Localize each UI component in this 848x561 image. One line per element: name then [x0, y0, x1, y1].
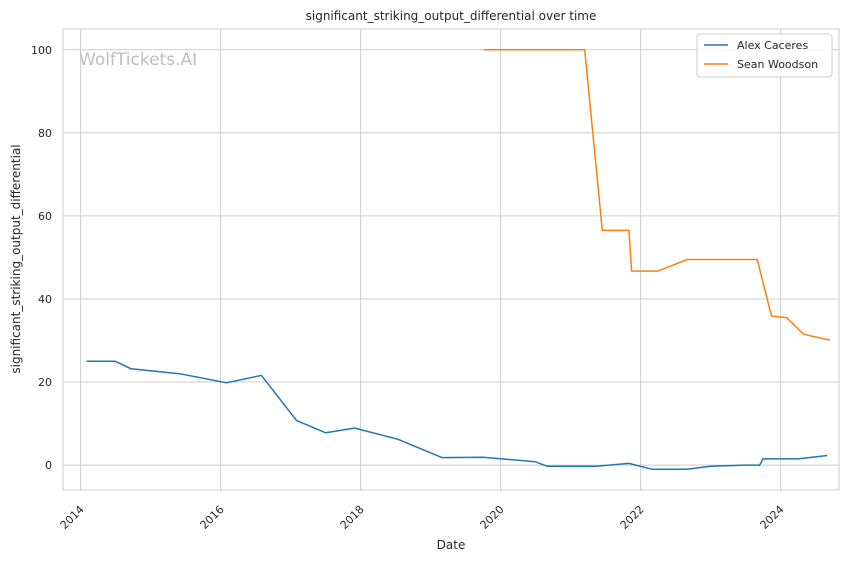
series-layer	[86, 49, 831, 470]
y-tick-label: 0	[45, 459, 52, 472]
x-tick-label: 2020	[478, 503, 507, 532]
x-tick-label: 2018	[338, 503, 367, 532]
x-tick-label: 2014	[58, 503, 87, 532]
x-axis-title: Date	[437, 538, 466, 552]
y-tick-label: 100	[31, 44, 52, 57]
legend-label-sean-woodson: Sean Woodson	[737, 58, 818, 71]
series-line-sean-woodson	[483, 49, 831, 341]
y-tick-label: 40	[38, 293, 52, 306]
x-tick-label: 2024	[758, 503, 787, 532]
legend-box	[696, 33, 833, 78]
plot-frame	[62, 28, 840, 491]
y-axis-title: significant_striking_output_differential	[9, 144, 23, 373]
x-tick-label: 2016	[198, 503, 227, 532]
gridlines	[63, 29, 839, 490]
legend: Alex Caceres Sean Woodson	[696, 33, 833, 78]
y-axis-ticks: 0 20 40 60 80 100	[31, 44, 52, 472]
series-line-alex-caceres	[86, 360, 828, 470]
y-tick-label: 80	[38, 127, 52, 140]
x-tick-label: 2022	[618, 503, 647, 532]
legend-label-alex-caceres: Alex Caceres	[737, 39, 808, 52]
y-tick-label: 60	[38, 210, 52, 223]
watermark: WolfTickets.AI	[79, 50, 197, 70]
x-axis-ticks: 2014 2016 2018 2020 2022 2024	[58, 503, 787, 532]
chart-title: significant_striking_output_differential…	[306, 9, 597, 23]
y-tick-label: 20	[38, 376, 52, 389]
